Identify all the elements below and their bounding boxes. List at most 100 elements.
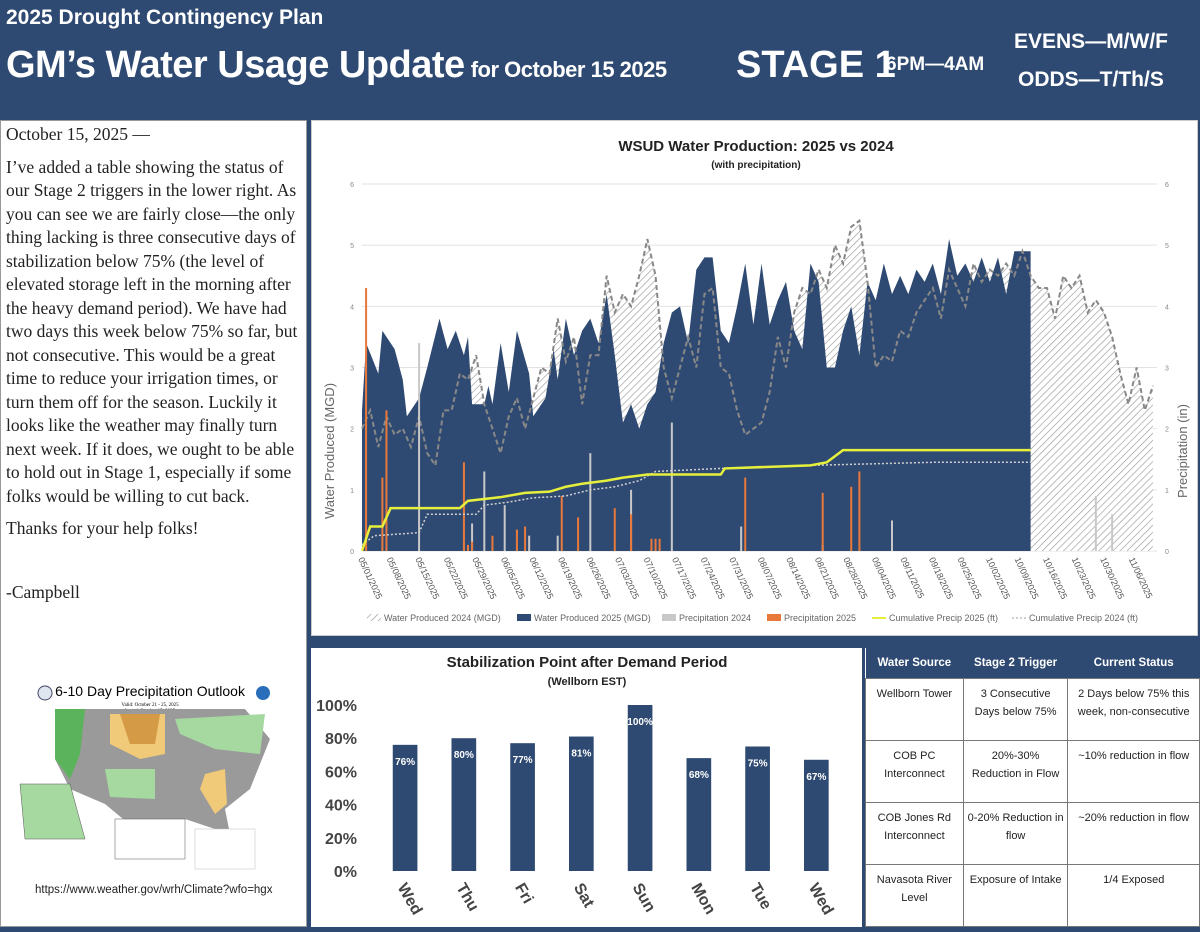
table-row: COB PC Interconnect 20%-30% Reduction in …: [865, 739, 1200, 803]
letter-body: I’ve added a table showing the status of…: [6, 156, 298, 506]
bar-precip-2025: [577, 517, 580, 551]
x-tick-label: 09/18/2025: [927, 556, 955, 601]
bar-data-label: 68%: [689, 770, 709, 781]
cell-status: ~10% reduction in flow: [1067, 739, 1200, 803]
cell-trigger: 0-20% Reduction in flow: [962, 801, 1069, 865]
bar-precip-2024: [670, 422, 673, 551]
series-cum-precip-2025: [360, 448, 1031, 552]
bar-mon: [686, 758, 712, 871]
cell-status: ~20% reduction in flow: [1067, 801, 1200, 865]
bar-data-label: 75%: [748, 759, 768, 770]
y-tick-label: 1: [350, 488, 354, 495]
x-tick-label: 05/01/2025: [356, 556, 384, 601]
x-tick-label: Sat: [570, 881, 598, 912]
bar-precip-2025: [650, 538, 653, 551]
bar-precip-2025: [462, 462, 465, 551]
y2-tick-label: 3: [1165, 366, 1169, 373]
x-tick-label: 05/22/2025: [442, 556, 470, 601]
bar-precip-2024: [740, 526, 743, 551]
bar-fri: [510, 743, 535, 871]
bar-precip-2025: [821, 492, 824, 551]
outlook-title: 6-10 Day Precipitation Outlook: [55, 683, 246, 699]
legend-label: Precipitation 2025: [784, 613, 856, 623]
x-tick-label: 08/07/2025: [756, 556, 784, 601]
bar-precip-2025: [471, 541, 474, 551]
precipitation-outlook-map: 6-10 Day Precipitation Outlook Valid: Oc…: [19, 683, 270, 870]
letter-signature: -Campbell: [6, 581, 80, 602]
y2-tick-label: 6: [1165, 182, 1169, 189]
bar-precip-2024: [483, 471, 486, 551]
bar-thu: [451, 738, 477, 871]
cell-status: 1/4 Exposed: [1067, 863, 1200, 928]
chart2-title: Stabilization Point after Demand Period: [447, 654, 728, 671]
nws-logo-icon: [256, 686, 270, 700]
bar-precip-2025: [654, 538, 657, 551]
x-tick-label: 07/24/2025: [699, 556, 727, 601]
outlook-url[interactable]: https://www.weather.gov/wrh/Climate?wfo=…: [35, 884, 273, 896]
x-tick-label: 06/05/2025: [499, 556, 527, 601]
x-tick-label: 09/25/2025: [955, 556, 983, 601]
bar-precip-2025: [467, 544, 469, 551]
y-tick-label: 80%: [325, 731, 357, 748]
bar-wed: [804, 759, 829, 871]
legend-label: Water Produced 2024 (MGD): [384, 613, 501, 623]
bar-precip-2024: [418, 343, 421, 551]
y-tick-label: 2: [350, 427, 354, 434]
header-subtitle: 2025 Drought Contingency Plan: [6, 6, 324, 29]
bar-precip-2025: [515, 529, 518, 551]
y-tick-label: 3: [350, 366, 354, 373]
bar-wed: [392, 744, 418, 871]
stage-label: STAGE 1: [736, 44, 896, 86]
x-tick-label: 06/19/2025: [556, 556, 584, 601]
y-tick-label: 20%: [325, 831, 357, 848]
table-row: Wellborn Tower 3 Consecutive Days below 7…: [865, 677, 1200, 741]
bar-precip-2024: [1094, 495, 1097, 551]
bar-sun: [627, 705, 653, 871]
bar-precip-2024: [471, 523, 474, 551]
bar-precip-2025: [658, 538, 661, 551]
x-tick-label: 07/17/2025: [670, 556, 698, 601]
col-header-source: Water Source: [865, 648, 964, 678]
cell-source: Navasota River Level: [865, 863, 964, 928]
x-tick-label: 08/28/2025: [841, 556, 869, 601]
x-tick-label: 10/16/2025: [1041, 556, 1069, 601]
legend-swatch: [662, 614, 676, 621]
stabilization-svg: Stabilization Point after Demand Period …: [316, 654, 836, 918]
y2-tick-label: 1: [1165, 488, 1169, 495]
y-tick-label: 0%: [334, 864, 357, 881]
x-tick-label: 10/30/2025: [1098, 556, 1126, 601]
legend-swatch: [517, 614, 531, 621]
water-production-svg: WSUD Water Production: 2025 vs 2024 (wit…: [322, 138, 1190, 623]
x-tick-label: 06/12/2025: [527, 556, 555, 601]
bar-data-label: 100%: [627, 717, 653, 728]
y-tick-label: 40%: [325, 798, 357, 815]
bar-precip-2024: [556, 535, 559, 551]
header-date: for October 15 2025: [470, 57, 667, 82]
x-tick-label: 10/02/2025: [984, 556, 1012, 601]
y-tick-label: 5: [350, 243, 354, 250]
cell-trigger: 20%-30% Reduction in Flow: [962, 739, 1069, 803]
x-tick-label: 11/06/2025: [1127, 556, 1155, 600]
letter-thanks: Thanks for your help folks!: [6, 518, 199, 538]
bar-precip-2025: [850, 486, 853, 551]
evens-schedule: EVENS—M/W/F: [1014, 30, 1169, 53]
stabilization-chart: Stabilization Point after Demand Period …: [311, 648, 862, 927]
odds-schedule: ODDS—T/Th/S: [1018, 68, 1164, 91]
x-tick-label: Wed: [805, 881, 836, 918]
x-tick-label: 10/23/2025: [1070, 556, 1098, 601]
bar-precip-2025: [385, 410, 388, 551]
watering-hours: 6PM—4AM: [886, 54, 985, 75]
y2-tick-label: 4: [1165, 304, 1169, 311]
bar-precip-2025: [744, 477, 747, 551]
y-tick-label: 4: [350, 304, 354, 311]
bar-precip-2025: [524, 526, 527, 551]
cell-source: Wellborn Tower: [865, 677, 964, 741]
title-text: GM’s Water Usage Update: [6, 44, 465, 86]
y2-tick-label: 5: [1165, 243, 1169, 250]
noaa-seal-icon: [37, 685, 53, 701]
bar-precip-2025: [858, 471, 861, 551]
outlook-valid: Valid: October 21 - 25, 2025: [121, 703, 179, 708]
y2-tick-label: 0: [1165, 549, 1169, 556]
x-tick-label: Thu: [452, 881, 481, 915]
x-tick-label: Tue: [746, 881, 774, 913]
